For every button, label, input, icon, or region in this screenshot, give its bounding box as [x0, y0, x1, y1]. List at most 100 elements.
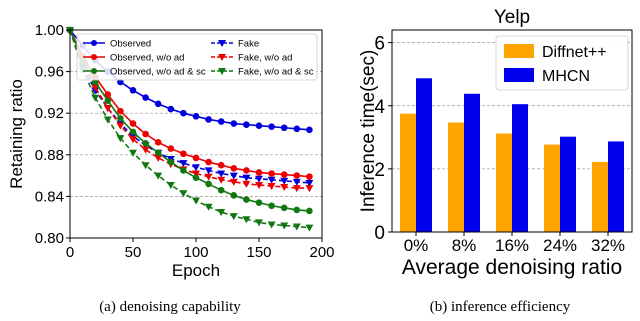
chart-inference-efficiency: 0 2 4 6 0% 8% 16% 24% 32% Yelp Average denoising… [358, 7, 633, 315]
b-x-tick-label: 32% [591, 236, 625, 255]
a-data-point [255, 181, 263, 189]
a-data-point [280, 171, 288, 178]
a-data-point [142, 130, 149, 138]
a-data-point [167, 105, 175, 113]
a-data-point [280, 177, 289, 185]
a-data-point [268, 123, 275, 131]
a-data-point [204, 203, 213, 211]
a-data-point [292, 185, 301, 193]
a-data-point [192, 164, 200, 172]
a-data-point [116, 122, 125, 130]
a-data-point [305, 185, 314, 193]
a-data-point [306, 207, 313, 215]
b-legend: Diffnet++ MHCN [495, 35, 629, 91]
a-legend-swatch-marker [91, 68, 97, 74]
a-data-point [192, 170, 200, 178]
a-data-point [129, 149, 137, 157]
a-data-point [267, 221, 276, 229]
a-data-point [129, 128, 137, 136]
a-x-tick-label: 200 [309, 244, 334, 261]
a-data-point [243, 167, 250, 174]
a-data-point [243, 196, 250, 203]
a-x-tick-label: 150 [246, 244, 271, 261]
a-legend-label: Fake, w/o ad & sc [238, 67, 314, 78]
a-data-point [129, 120, 137, 127]
b-bar [496, 133, 512, 232]
a-data-point [217, 176, 226, 184]
a-data-point [229, 178, 238, 186]
a-data-point [141, 162, 150, 170]
a-data-point [280, 124, 288, 132]
a-data-point [255, 175, 263, 183]
a-data-point [205, 180, 212, 188]
a-data-point [293, 125, 301, 133]
b-x-axis-label: Average denoising ratio [402, 256, 622, 279]
a-data-point [292, 178, 301, 186]
b-y-axis-label: Inference time(sec) [358, 50, 379, 213]
a-legend-swatch-marker [91, 54, 97, 60]
a-y-tick-label: 0.84 [35, 188, 64, 205]
b-legend-label: Diffnet++ [542, 44, 607, 61]
a-legend-label: Fake, w/o ad [238, 53, 292, 64]
a-data-point [167, 158, 175, 166]
a-legend-swatch-marker [218, 40, 226, 47]
a-data-point [129, 136, 137, 144]
b-x-tick-label: 8% [452, 236, 477, 255]
a-data-point [292, 223, 301, 231]
a-data-point [243, 121, 250, 128]
a-data-point [192, 174, 200, 181]
a-data-point [192, 113, 200, 120]
a-data-point [255, 122, 263, 129]
a-legend-swatch-marker [91, 40, 97, 46]
b-bar [544, 144, 560, 232]
b-legend-swatch [504, 44, 534, 58]
a-x-tick-label: 50 [125, 244, 142, 261]
a-data-point [293, 206, 301, 214]
a-data-point [204, 173, 213, 181]
a-data-point [230, 165, 238, 172]
a-data-point [280, 222, 289, 230]
a-data-point [179, 160, 188, 168]
a-y-tick-label: 0.92 [35, 105, 64, 122]
a-data-point [192, 154, 200, 162]
a-legend-box [76, 33, 318, 81]
a-data-point [129, 87, 137, 94]
a-data-point [217, 186, 225, 194]
b-bar [608, 141, 624, 232]
a-data-point [205, 116, 212, 123]
a-data-point [179, 190, 188, 198]
a-data-point [305, 179, 314, 187]
a-data-point [154, 100, 162, 108]
b-bars [400, 78, 624, 233]
a-caption: (a) denoising capability [99, 299, 241, 315]
a-y-tick-label: 0.96 [35, 64, 64, 81]
a-data-point [306, 126, 313, 134]
a-data-point [154, 139, 162, 146]
a-x-axis-label: Epoch [172, 261, 220, 280]
a-legend-label: Observed [110, 39, 151, 50]
b-y-tick-label: 2 [374, 160, 385, 181]
a-data-point [242, 174, 251, 182]
a-data-point [268, 202, 275, 210]
a-data-point [142, 94, 149, 101]
a-data-point [217, 118, 225, 125]
b-bar [464, 93, 480, 232]
a-data-point [141, 146, 150, 154]
a-y-tick-label: 1.00 [35, 22, 64, 39]
a-data-point [205, 158, 212, 166]
a-data-point [217, 209, 226, 216]
a-data-point [229, 213, 238, 221]
b-chart-title: Yelp [494, 7, 530, 28]
a-data-point [103, 105, 112, 112]
a-data-point [104, 97, 112, 105]
a-data-point [229, 172, 238, 180]
a-data-point [180, 167, 187, 174]
a-x-tick-label: 100 [183, 244, 208, 261]
b-bar [592, 161, 608, 232]
a-data-point [267, 183, 276, 190]
b-bar [448, 122, 464, 232]
a-data-point [242, 180, 251, 188]
b-x-tick-label: 0% [404, 236, 429, 255]
a-data-point [230, 192, 238, 199]
